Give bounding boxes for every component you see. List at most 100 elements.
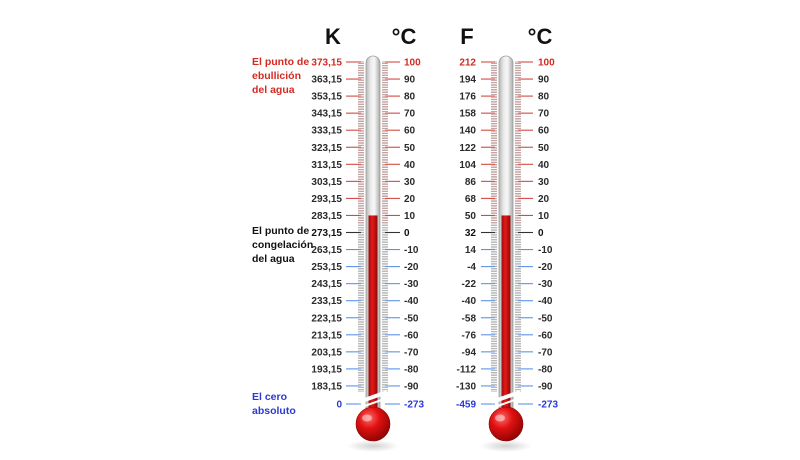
- absolute-zero-line-1: El cero: [252, 391, 287, 403]
- scale-label-right: -20: [404, 262, 419, 273]
- scale-label-left: 353,15: [311, 92, 342, 103]
- scale-label-left: -22: [462, 279, 477, 290]
- scale-label-right: 80: [538, 92, 550, 103]
- absolute-zero-line-2: absoluto: [252, 405, 296, 417]
- scale-break-mark: [358, 397, 388, 409]
- scale-break-mark: [491, 390, 521, 404]
- absolute-zero-annotation: El cero absoluto: [252, 391, 296, 417]
- thermometer-bulb: [488, 406, 524, 442]
- mercury-column: [501, 215, 511, 420]
- scale-label-left: 223,15: [311, 313, 342, 324]
- scale-label-left: 203,15: [311, 347, 342, 358]
- scale-label-right: 70: [538, 109, 550, 120]
- scale-label-right: -273: [538, 400, 558, 411]
- scale-label-left: 323,15: [311, 143, 342, 154]
- scale-label-left: 212: [459, 58, 476, 69]
- scale-label-left: -459: [456, 400, 476, 411]
- scale-label-left: -76: [462, 330, 477, 341]
- scale-label-right: -273: [404, 400, 424, 411]
- scale-label-right: -30: [538, 279, 553, 290]
- scale-label-right: -20: [538, 262, 553, 273]
- scale-label-right: -60: [404, 330, 419, 341]
- scale-label-left: -130: [456, 381, 476, 392]
- unit-header-left: K: [325, 24, 341, 49]
- scale-label-right: -90: [538, 381, 553, 392]
- boiling-line-2: ebullición: [252, 70, 301, 82]
- scale-label-right: 0: [538, 228, 544, 239]
- scale-label-right: -50: [404, 313, 419, 324]
- freezing-line-1: El punto de: [252, 225, 309, 237]
- scale-label-left: 273,15: [311, 228, 342, 239]
- scale-label-right: 20: [404, 194, 416, 205]
- boiling-line-1: El punto de: [252, 56, 309, 68]
- scale-label-right: 20: [538, 194, 550, 205]
- scale-label-left: 213,15: [311, 330, 342, 341]
- bulb-shadow: [347, 440, 399, 452]
- scale-label-left: 122: [459, 143, 476, 154]
- mercury-column: [368, 215, 378, 420]
- bulb-shadow: [480, 440, 532, 452]
- scale-label-right: 60: [404, 126, 416, 137]
- scale-label-left: 140: [459, 126, 476, 137]
- scale-label-left: 183,15: [311, 381, 342, 392]
- scale-label-right: -40: [538, 296, 553, 307]
- scale-label-right: 50: [404, 143, 416, 154]
- scale-label-left: 293,15: [311, 194, 342, 205]
- scale-label-right: -70: [538, 347, 553, 358]
- scale-label-right: 90: [404, 75, 416, 86]
- scale-label-left: 263,15: [311, 245, 342, 256]
- scale-label-left: 0: [336, 400, 342, 411]
- scale-label-left: 233,15: [311, 296, 342, 307]
- unit-header-right: °C: [392, 24, 417, 49]
- scale-label-left: 86: [465, 177, 477, 188]
- scale-label-right: 0: [404, 228, 410, 239]
- freezing-line-3: del agua: [252, 253, 295, 265]
- scale-label-left: 253,15: [311, 262, 342, 273]
- scale-label-left: 303,15: [311, 177, 342, 188]
- scale-label-right: 10: [404, 211, 416, 222]
- scale-label-right: -80: [404, 364, 419, 375]
- scale-label-right: 80: [404, 92, 416, 103]
- scale-label-left: -58: [462, 313, 477, 324]
- scale-label-left: -40: [462, 296, 477, 307]
- unit-header-left: F: [460, 24, 473, 49]
- scale-label-left: 14: [465, 245, 477, 256]
- scale-label-right: -10: [404, 245, 419, 256]
- scale-label-right: 40: [538, 160, 550, 171]
- unit-header-right: °C: [528, 24, 553, 49]
- scale-label-right: 100: [538, 58, 555, 69]
- bulb-highlight: [495, 414, 505, 422]
- scale-label-left: 158: [459, 109, 476, 120]
- scale-label-left: 193,15: [311, 364, 342, 375]
- scale-break-mark: [491, 397, 521, 409]
- scale-label-left: 176: [459, 92, 476, 103]
- scale-label-left: 68: [465, 194, 477, 205]
- scale-label-right: -70: [404, 347, 419, 358]
- scale-label-left: 104: [459, 160, 476, 171]
- scale-label-right: -10: [538, 245, 553, 256]
- scale-break-mark: [358, 390, 388, 404]
- scale-label-left: 363,15: [311, 75, 342, 86]
- scale-label-left: 243,15: [311, 279, 342, 290]
- scale-label-right: 90: [538, 75, 550, 86]
- fine-graduations: [491, 61, 521, 392]
- scale-label-right: 60: [538, 126, 550, 137]
- scale-label-right: -60: [538, 330, 553, 341]
- freezing-line-2: congelación: [252, 239, 313, 251]
- scale-label-left: -94: [462, 347, 477, 358]
- scale-label-left: 32: [465, 228, 477, 239]
- freezing-point-annotation: El punto de congelación del agua: [252, 225, 313, 265]
- scale-label-left: 373,15: [311, 58, 342, 69]
- thermometer-bulb: [355, 406, 391, 442]
- scale-label-right: 30: [404, 177, 416, 188]
- bulb-highlight: [362, 414, 372, 422]
- scale-label-right: 30: [538, 177, 550, 188]
- scale-label-right: 50: [538, 143, 550, 154]
- scale-label-right: -80: [538, 364, 553, 375]
- scale-label-left: 283,15: [311, 211, 342, 222]
- scale-label-left: 50: [465, 211, 477, 222]
- scale-label-left: 194: [459, 75, 476, 86]
- scale-label-left: 313,15: [311, 160, 342, 171]
